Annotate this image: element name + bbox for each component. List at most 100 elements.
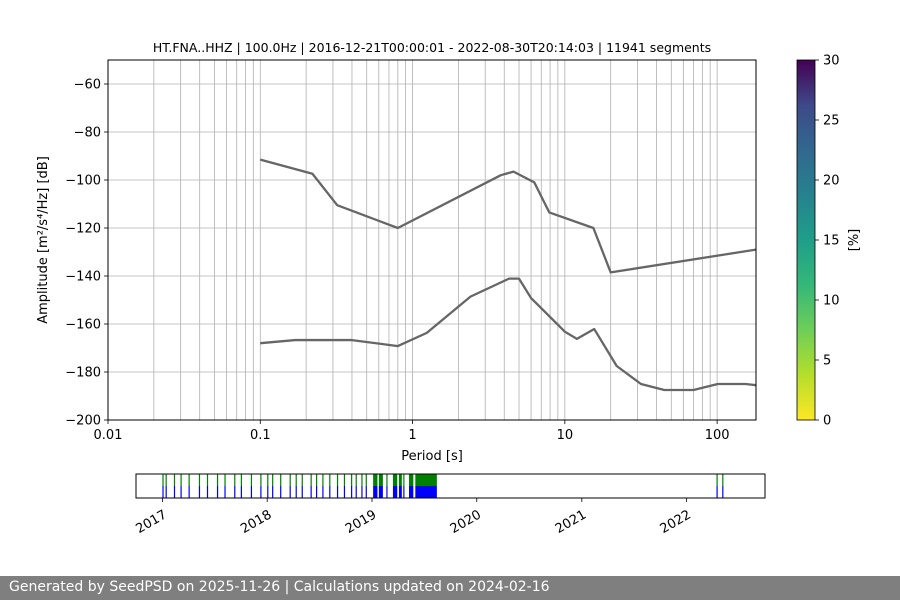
used-block — [336, 474, 339, 486]
used-block — [260, 474, 262, 486]
timeline-frame — [135, 473, 766, 499]
coverage-block — [272, 486, 274, 498]
y-tick-label: −60 — [74, 78, 101, 93]
used-block — [188, 474, 190, 486]
coverage-block — [198, 486, 201, 498]
y-axis: −60 −80 −100 −120 −140 −160 −180 −200 — [65, 78, 108, 429]
used-block — [329, 474, 331, 486]
colorbar-tick-label: 15 — [823, 234, 840, 249]
used-block — [267, 474, 269, 486]
used-block — [409, 474, 414, 486]
used-block — [216, 474, 219, 486]
new-high-noise-modelcurve — [259, 158, 756, 274]
used-block — [722, 474, 724, 486]
coverage-block — [188, 486, 190, 498]
coverage-block — [398, 486, 402, 498]
coverage-block — [355, 486, 357, 498]
colorbar-tick-label: 0 — [823, 414, 831, 429]
used-block — [355, 474, 357, 486]
coverage-block — [373, 486, 378, 498]
colorbar-gradient — [796, 59, 816, 421]
used-block — [373, 474, 378, 486]
coverage-block — [329, 486, 331, 498]
coverage-block — [415, 486, 437, 498]
coverage-block — [386, 486, 388, 498]
y-tick-label: −80 — [74, 126, 101, 141]
used-block — [289, 474, 291, 486]
coverage-block — [295, 486, 297, 498]
coverage-block — [280, 486, 282, 498]
coverage-block — [250, 486, 253, 498]
used-block — [162, 474, 164, 486]
grid-lines — [107, 60, 756, 421]
footer-text: Generated by SeedPSD on 2025-11-26 | Cal… — [9, 579, 550, 595]
timeline-tick-label: 2022 — [658, 507, 694, 537]
new-low-noise-modelcurve — [260, 277, 756, 392]
coverage-block — [310, 486, 312, 498]
coverage-block — [234, 486, 236, 498]
y-tick-label: −100 — [65, 174, 101, 189]
coverage-block — [165, 486, 167, 498]
used-block — [295, 474, 297, 486]
used-block — [322, 474, 324, 486]
used-block — [240, 474, 242, 486]
used-block — [343, 474, 346, 486]
y-tick-label: −180 — [65, 366, 101, 381]
noise-model-curves — [259, 158, 756, 392]
coverage-block — [365, 486, 367, 498]
used-block — [378, 474, 383, 486]
coverage-block — [351, 486, 353, 498]
coverage-block — [322, 486, 324, 498]
psd-plot-area: 0.01 0.1 1 10 100 −60 −80 −100 −120 −140 −160 −180… — [65, 59, 757, 443]
timeline-tick-label: 2018 — [238, 507, 274, 537]
coverage-block — [403, 486, 405, 498]
used-block — [392, 474, 398, 486]
coverage-block — [224, 486, 226, 498]
coverage-block — [716, 486, 718, 498]
timeline-tick-label: 2020 — [448, 507, 484, 537]
used-block — [301, 474, 303, 486]
used-block — [415, 474, 437, 486]
timeline-tick-label: 2021 — [553, 507, 589, 537]
used-block — [351, 474, 353, 486]
colorbar-tick-label: 30 — [823, 54, 840, 69]
y-tick-label: −140 — [65, 270, 101, 285]
used-block — [365, 474, 367, 486]
timeline-tick-label: 2019 — [343, 507, 379, 537]
coverage-block — [392, 486, 398, 498]
colorbar-tick-label: 10 — [823, 294, 840, 309]
used-block — [310, 474, 312, 486]
used-block — [198, 474, 201, 486]
x-tick-label: 100 — [705, 428, 730, 443]
x-tick-label: 0.1 — [250, 428, 271, 443]
coverage-block — [361, 486, 363, 498]
coverage-block — [301, 486, 303, 498]
coverage-block — [240, 486, 242, 498]
coverage-block — [162, 486, 164, 498]
coverage-block — [260, 486, 262, 498]
used-block — [398, 474, 402, 486]
coverage-blocks — [162, 474, 724, 498]
used-block — [316, 474, 318, 486]
used-block — [361, 474, 363, 486]
used-block — [250, 474, 253, 486]
y-tick-label: −160 — [65, 318, 101, 333]
coverage-block — [378, 486, 383, 498]
coverage-block — [722, 486, 724, 498]
y-tick-label: −120 — [65, 222, 101, 237]
plot-frame — [107, 59, 757, 421]
coverage-block — [409, 486, 414, 498]
coverage-block — [343, 486, 346, 498]
coverage-block — [206, 486, 209, 498]
psd-figure: HT.FNA..HHZ | 100.0Hz | 2016-12-21T00:00… — [36, 40, 862, 537]
coverage-block — [173, 486, 176, 498]
used-block — [386, 474, 388, 486]
used-block — [272, 474, 274, 486]
used-block — [224, 474, 226, 486]
used-block — [403, 474, 405, 486]
colorbar: 0 5 10 15 20 25 30 [%] — [796, 54, 862, 429]
colorbar-tick-label: 25 — [823, 114, 840, 129]
used-block — [280, 474, 282, 486]
footer-bar: Generated by SeedPSD on 2025-11-26 | Cal… — [0, 576, 900, 600]
y-axis-label: Amplitude [m²/s⁴/Hz] [dB] — [36, 156, 51, 324]
